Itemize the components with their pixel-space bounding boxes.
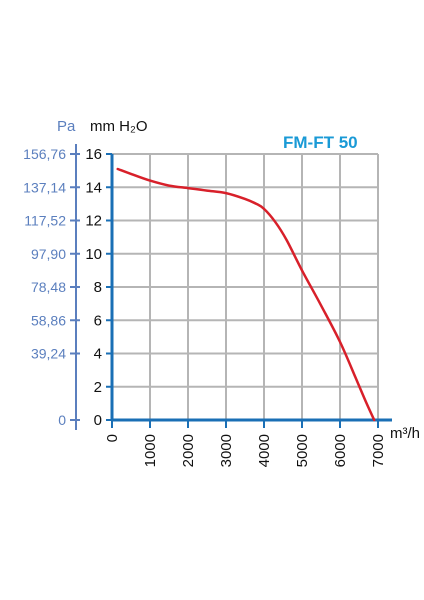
x-axis-label: m³/h — [390, 425, 420, 442]
pa-tick-label: 0 — [58, 412, 66, 428]
pa-tick-labels: 0 39,24 58,86 78,48 97,90 117,52 137,14 156,76 — [23, 146, 66, 428]
x-tick-label: 0 — [104, 434, 121, 442]
y-tick-label: 10 — [85, 246, 102, 263]
pa-tick-label: 97,90 — [31, 246, 66, 262]
y-tick-label: 6 — [94, 312, 102, 329]
mm-tick-labels: 0 2 4 6 8 10 12 14 16 — [85, 146, 102, 429]
x-tick-label: 2000 — [180, 434, 197, 467]
series-line-fan-curve — [116, 167, 376, 422]
x-tick-label: 5000 — [294, 434, 311, 467]
y-tick-label: 0 — [94, 412, 102, 429]
x-tick-label: 6000 — [332, 434, 349, 467]
pa-tick-label: 137,14 — [23, 179, 66, 195]
x-tick-label: 3000 — [218, 434, 235, 467]
axes — [70, 144, 392, 430]
pa-tick-label: 78,48 — [31, 279, 66, 295]
x-tick-label: 1000 — [142, 434, 159, 467]
pa-tick-label: 58,86 — [31, 312, 66, 328]
chart-title: FM-FT 50 — [283, 133, 358, 152]
pa-axis-label: Pa — [57, 118, 76, 135]
pa-tick-label: 39,24 — [31, 346, 66, 362]
x-axis-unit: m³/h — [390, 425, 420, 442]
x-tick-label: 4000 — [256, 434, 273, 467]
x-tick-labels: 0 1000 2000 3000 4000 5000 6000 7000 — [104, 434, 387, 467]
y-tick-label: 14 — [85, 179, 102, 196]
pa-tick-label: 117,52 — [24, 213, 66, 229]
y-tick-label: 16 — [85, 146, 102, 163]
series-layer — [116, 167, 376, 422]
y-tick-label: 8 — [94, 279, 102, 296]
y-tick-label: 4 — [94, 346, 102, 363]
grid — [112, 153, 379, 420]
y-tick-label: 2 — [94, 379, 102, 396]
labels: FM-FT 50 Pa mm H₂O — [57, 118, 358, 152]
y-tick-label: 12 — [85, 213, 102, 230]
x-tick-label: 7000 — [370, 434, 387, 467]
pa-tick-label: 156,76 — [23, 146, 66, 162]
y-axis-label: mm H₂O — [90, 118, 147, 135]
